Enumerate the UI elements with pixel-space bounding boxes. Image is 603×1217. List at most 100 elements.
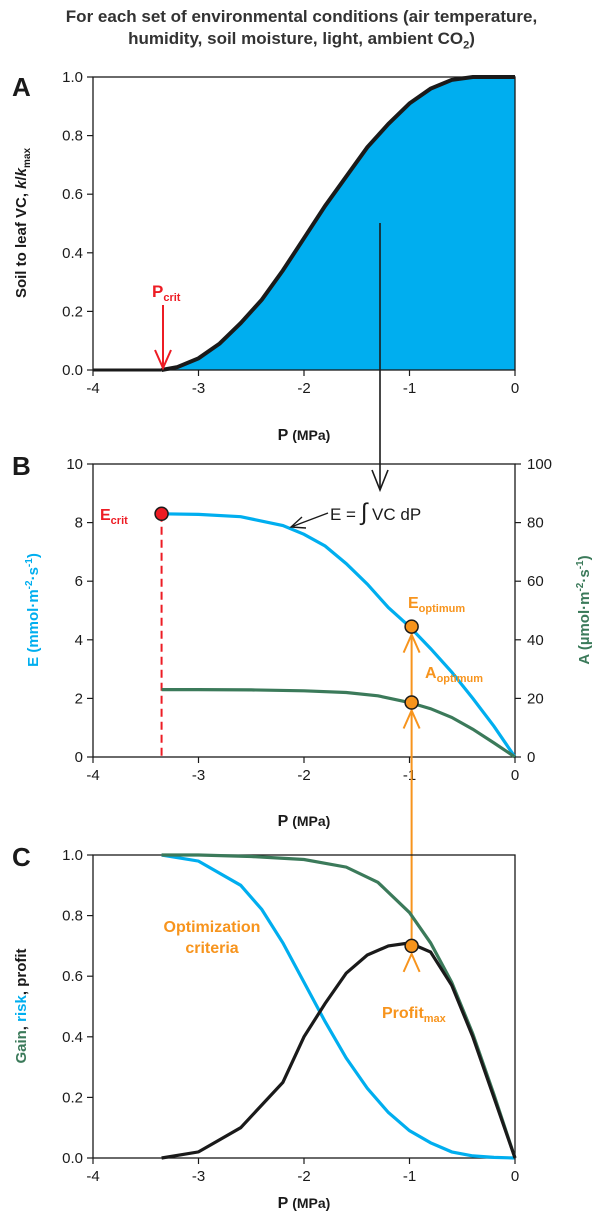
eoptimum-label: Eoptimum bbox=[408, 595, 465, 615]
integration-arrow-head bbox=[371, 469, 389, 493]
pcrit-label-main: P bbox=[152, 282, 163, 301]
ylabel-right-main: A (µmol·m bbox=[576, 592, 593, 665]
y-tick-label-a: 0.8 bbox=[62, 128, 83, 145]
y-tick-label-c: 0.8 bbox=[62, 908, 83, 925]
profit-curve bbox=[161, 941, 517, 1160]
y-tick-label-b-left: 6 bbox=[75, 573, 83, 590]
x-axis-title-a: P (MPa) bbox=[278, 427, 331, 444]
ylabel-right-sup2: -1 bbox=[575, 560, 586, 569]
aopt-main: A bbox=[425, 665, 437, 682]
x-tick-label: -4 bbox=[86, 380, 99, 397]
x-axis-title-b-p: P bbox=[278, 813, 289, 830]
integral-pre: E = bbox=[330, 505, 361, 524]
x-tick-label: -3 bbox=[192, 380, 205, 397]
y-tick-label-c: 0.2 bbox=[62, 1089, 83, 1106]
header-line-2-end: ) bbox=[469, 29, 475, 48]
optimum-arrow-heads bbox=[402, 632, 421, 973]
y-axis-title-a-k2: k bbox=[13, 167, 30, 176]
header-line-2-text: humidity, soil moisture, light, ambient … bbox=[128, 29, 464, 48]
ylabel-profit: profit bbox=[13, 948, 30, 986]
axis-ticks-a: -4 -3 -2 -1 0 0.0 0.2 0.4 0.6 0.8 1.0 bbox=[62, 69, 519, 397]
eopt-main: E bbox=[408, 595, 419, 612]
header-co2-subscript: 2 bbox=[463, 39, 470, 52]
x-axis-title-c-unit: (MPa) bbox=[288, 1195, 330, 1211]
ylabel-risk: risk bbox=[13, 994, 30, 1021]
ecrit-label-sub: crit bbox=[111, 515, 128, 527]
ylabel-right-sup1: -2 bbox=[575, 582, 586, 591]
panel-label-c: C bbox=[12, 842, 31, 872]
panel-c: C -4 -3 -2 -1 0 0.0 0.2 0.4 0.6 0.8 1.0 P (MPa) Ga… bbox=[12, 842, 519, 1212]
assimilation-curve bbox=[161, 688, 516, 759]
integral-pointer-head bbox=[289, 516, 307, 529]
pcrit-arrow-head bbox=[154, 349, 172, 371]
y-tick-label-a: 0.0 bbox=[62, 362, 83, 379]
y-tick-label-a: 1.0 bbox=[62, 69, 83, 86]
y-tick-label-c: 0.0 bbox=[62, 1150, 83, 1167]
y-tick-label-b-left: 10 bbox=[66, 456, 83, 473]
panel-label-a: A bbox=[12, 72, 31, 102]
y-axis-title-a-k: k bbox=[13, 180, 30, 189]
y-tick-label-b-left: 8 bbox=[75, 515, 83, 532]
optimization-criteria-line2: criteria bbox=[185, 940, 238, 957]
optimization-criteria-line1: Optimization bbox=[164, 919, 261, 936]
y-tick-label-a: 0.4 bbox=[62, 245, 83, 262]
ylabel-left-end: ) bbox=[25, 553, 42, 558]
y-axis-title-b-left: E (mmol·m-2·s-1) bbox=[24, 553, 42, 667]
x-tick-label: -1 bbox=[403, 767, 416, 784]
axis-ticks-c: -4 -3 -2 -1 0 0.0 0.2 0.4 0.6 0.8 1.0 bbox=[62, 847, 519, 1185]
ylabel-left-mid: ·s bbox=[25, 567, 42, 580]
x-tick-label: -1 bbox=[403, 380, 416, 397]
x-tick-label: 0 bbox=[511, 380, 519, 397]
ecrit-label-main: E bbox=[100, 507, 111, 524]
x-tick-label: -3 bbox=[192, 1168, 205, 1185]
x-tick-label: 0 bbox=[511, 1168, 519, 1185]
integral-sign: ∫ bbox=[359, 499, 369, 526]
plot-frame-c bbox=[92, 854, 516, 1159]
integral-pointer-shaft bbox=[290, 512, 329, 528]
y-tick-label-b-left: 2 bbox=[75, 690, 83, 707]
y-axis-title-a-slash: / bbox=[13, 176, 30, 181]
y-tick-label-a: 0.6 bbox=[62, 186, 83, 203]
x-axis-title-c: P (MPa) bbox=[278, 1195, 331, 1212]
x-tick-label: -2 bbox=[297, 1168, 310, 1185]
y-axis-title-a-sub: max bbox=[22, 148, 33, 168]
y-tick-label-b-left: 4 bbox=[75, 632, 83, 649]
y-tick-label-a: 0.2 bbox=[62, 303, 83, 320]
ylabel-left-sup2: -1 bbox=[24, 558, 35, 567]
y-tick-label-c: 0.6 bbox=[62, 968, 83, 985]
ylabel-sep2: , bbox=[13, 987, 30, 995]
y-axis-title-b-right: A (µmol·m-2·s-1) bbox=[575, 555, 593, 664]
pcrit-label: Pcrit bbox=[152, 282, 181, 304]
y-tick-label-b-left: 0 bbox=[75, 749, 83, 766]
y-tick-label-b-right: 100 bbox=[527, 456, 552, 473]
y-tick-label-b-right: 20 bbox=[527, 690, 544, 707]
ecrit-point-marker bbox=[154, 506, 169, 522]
ylabel-left-sup1: -2 bbox=[24, 580, 35, 589]
profit-max-point-marker bbox=[404, 938, 419, 954]
profit-max-main: Profit bbox=[382, 1005, 424, 1022]
optimum-arrow-head bbox=[402, 632, 421, 654]
x-axis-title-b-unit: (MPa) bbox=[288, 813, 330, 829]
integral-post: VC dP bbox=[367, 505, 421, 524]
y-tick-label-b-right: 60 bbox=[527, 573, 544, 590]
risk-curve bbox=[161, 853, 516, 1160]
ylabel-right-mid: ·s bbox=[576, 569, 593, 582]
aopt-sub: optimum bbox=[437, 673, 484, 685]
x-tick-label: -2 bbox=[297, 380, 310, 397]
eoptimum-point-marker bbox=[404, 619, 419, 634]
y-tick-label-c: 0.4 bbox=[62, 1029, 83, 1046]
x-axis-title-a-unit: (MPa) bbox=[288, 427, 330, 443]
point-markers bbox=[154, 506, 419, 954]
optimum-arrow-head bbox=[402, 708, 421, 729]
ylabel-gain: Gain bbox=[13, 1030, 30, 1063]
y-tick-label-b-right: 80 bbox=[527, 515, 544, 532]
y-axis-title-c: Gain, risk, profit bbox=[13, 948, 30, 1063]
x-tick-label: -2 bbox=[297, 767, 310, 784]
ecrit-label: Ecrit bbox=[100, 507, 128, 527]
x-tick-label: 0 bbox=[511, 767, 519, 784]
x-tick-label: -4 bbox=[86, 767, 99, 784]
y-tick-label-c: 1.0 bbox=[62, 847, 83, 864]
aoptimum-label: Aoptimum bbox=[425, 665, 483, 685]
